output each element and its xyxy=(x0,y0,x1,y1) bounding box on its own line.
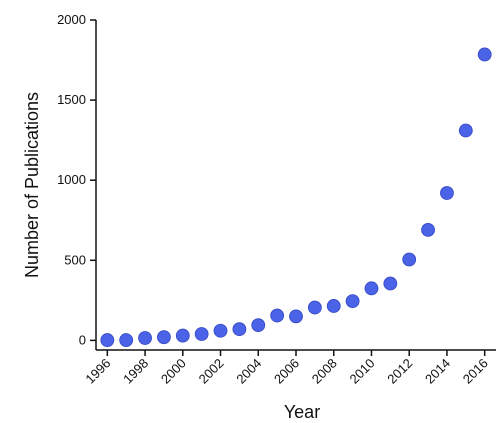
y-tick-label: 0 xyxy=(79,332,86,347)
y-tick-label: 500 xyxy=(64,252,86,267)
data-points xyxy=(100,47,492,347)
y-tick-label: 1500 xyxy=(57,92,86,107)
data-point xyxy=(345,294,360,309)
data-point xyxy=(175,328,190,343)
y-tick-label: 1000 xyxy=(57,172,86,187)
x-tick-label: 2002 xyxy=(196,356,227,387)
data-point xyxy=(289,309,303,324)
data-point xyxy=(251,318,266,333)
x-axis-title: Year xyxy=(284,402,320,422)
y-tick-label: 2000 xyxy=(57,12,86,27)
x-axis-ticks: 1996 1998 2000 2002 2004 2006 2008 2010 2012 2014… xyxy=(82,350,491,387)
x-tick-label: 1998 xyxy=(120,356,151,387)
x-tick-label: 1996 xyxy=(82,356,113,387)
x-tick-label: 2016 xyxy=(460,356,491,387)
data-point xyxy=(364,281,379,296)
x-tick-label: 2008 xyxy=(309,356,340,387)
data-point xyxy=(307,300,322,315)
data-point xyxy=(458,123,473,138)
data-point xyxy=(383,276,398,291)
data-point xyxy=(232,322,247,337)
y-axis-ticks: 0 500 1000 1500 2000 xyxy=(57,12,96,347)
x-tick-label: 2010 xyxy=(347,356,378,387)
data-point xyxy=(213,323,228,338)
x-tick-label: 2006 xyxy=(271,356,302,387)
x-tick-label: 2014 xyxy=(422,356,453,387)
x-tick-label: 2000 xyxy=(158,356,189,387)
data-point xyxy=(440,186,454,200)
data-point xyxy=(119,333,134,347)
x-tick-label: 2012 xyxy=(384,356,415,387)
data-point xyxy=(326,299,341,313)
data-point xyxy=(100,333,115,347)
data-point xyxy=(402,252,417,267)
data-point xyxy=(270,308,285,323)
data-point xyxy=(157,330,171,345)
data-point xyxy=(477,47,492,62)
data-point xyxy=(138,331,152,345)
y-axis-title: Number of Publications xyxy=(22,92,42,278)
data-point xyxy=(421,222,435,237)
data-point xyxy=(194,327,209,341)
x-tick-label: 2004 xyxy=(233,356,264,387)
